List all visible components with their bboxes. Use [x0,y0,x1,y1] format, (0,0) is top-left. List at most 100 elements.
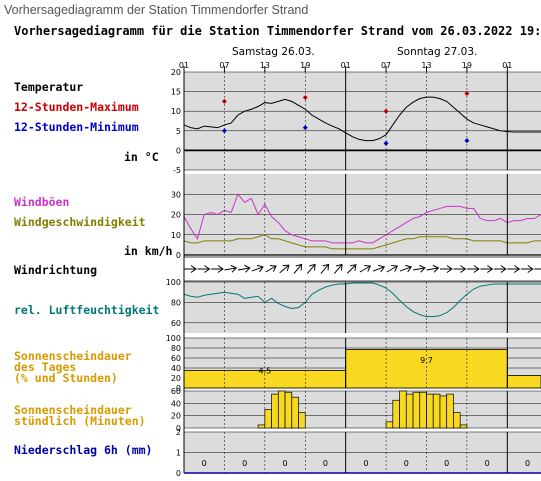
sunshine-daily-tick-label: 80 [171,344,181,353]
wind-arrow-head [256,264,264,273]
hour-tick-label: 01 [179,61,189,70]
wind-arrow-head [419,264,426,273]
label-wind-direction: Windrichtung [14,263,98,277]
wind-arrow-head [378,264,386,273]
wind-arrow-shaft [237,267,249,271]
sunshine-hourly-bar [298,412,306,429]
wind-arrow-head [322,263,330,271]
sunshine-daily-tick-label: 0 [176,384,181,393]
sunshine-hourly-bar [264,409,272,429]
temperature-tick-label: 10 [171,107,181,116]
sunshine-daily-bar [506,375,541,389]
sunshine-hourly-bar [432,393,441,429]
wind-arrow-head [473,265,480,273]
wind-arrow-head [446,265,453,273]
wind-direction-arrow [359,264,372,273]
wind-arrow-head [364,264,372,272]
wind-arrow-head [527,265,534,273]
wind-direction-arrow [237,264,251,273]
wind-arrow-head [349,264,357,271]
wind-arrow-shaft [386,266,397,273]
wind-direction-arrow [347,264,357,274]
day-label-sunday: Sonntag 27.03. [397,46,478,58]
precipitation-value-label: 0 [282,459,287,468]
wind-direction-arrow [480,265,494,273]
wind-direction-arrow [307,263,316,274]
sunshine-hourly-bar [385,421,394,429]
wind-arrow-shaft [372,266,384,272]
sunshine-daily-tick-label: 60 [171,354,181,363]
wind-arrow-shaft [413,267,425,271]
precipitation-value-label: 0 [202,459,207,468]
wind-arrow-head [295,263,303,271]
min-temperature-marker [221,128,227,134]
sunshine-hourly-tick-label: 0 [176,424,181,433]
sunshine-hourly-bar [277,390,286,429]
hour-tick-label: 01 [502,61,512,70]
wind-direction-arrow [279,264,290,274]
wind-direction-arrow [413,264,426,273]
min-temperature-marker [302,125,308,131]
wind-direction-arrow [293,263,303,274]
sunshine-hourly-bar [426,393,434,429]
humidity-tick-label: 80 [171,298,181,307]
wind-direction-arrow [184,265,197,273]
wind-arrow-shaft [293,264,302,274]
temperature-tick-label: 5 [176,127,181,136]
wind-arrow-head [336,263,343,271]
precipitation-value-label: 0 [242,459,247,468]
precipitation-value-label: 0 [485,459,490,468]
sunshine-hourly-bar [399,390,407,429]
sunshine-hourly-bar [291,396,299,429]
wind-arrow-head [190,265,197,273]
temperature-tick-label: 20 [171,68,181,77]
sunshine-hourly-bar [392,399,400,429]
wind-direction-arrow [399,264,413,273]
sunshine-hourly-tick-label: 20 [171,412,181,421]
sunshine-hourly-bar [284,391,293,429]
page-caption: Vorhersagediagramm der Station Timmendor… [4,3,309,17]
wind-arrow-shaft [333,264,342,274]
sunshine-daily-value-label: 9.7 [420,356,433,365]
wind-direction-arrow [453,265,467,273]
wind-direction-arrow [197,265,211,273]
sunshine-hourly-bar [419,391,427,429]
wind-arrow-shaft [251,266,263,272]
max-temperature-marker [383,108,389,114]
wind-arrow-head [309,263,316,271]
precipitation-tick-label: 1 [176,449,181,458]
wind-direction-arrow [251,264,264,273]
wind-direction-arrow [210,265,224,273]
wind-arrow-shaft [307,264,315,274]
wind-arrow-head [282,264,290,272]
label-humidity: rel. Luftfeuchtigkeit [14,303,160,317]
wind-arrow-head [432,264,440,273]
wind-direction-arrow [466,265,480,273]
wind-arrow-head [391,264,399,272]
sunshine-hourly-bar [459,424,468,429]
sunshine-hourly-bar [271,393,279,429]
wind-direction-arrow [439,265,453,273]
sunshine-daily-tick-label: 100 [166,334,181,343]
panel-background-humidity [184,282,541,333]
wind-arrow-head [230,264,238,273]
precipitation-value-label: 0 [444,459,449,468]
panel-background-sunshine_hourly [184,391,541,428]
hour-tick-label: 13 [260,61,270,70]
temperature-tick-label: 0 [176,146,181,155]
wind-direction-arrow [372,264,386,273]
sunshine-hourly-bar [257,424,266,429]
wind-arrow-shaft [279,265,289,274]
wind-direction-arrow [386,264,399,273]
label-sunshine-hourly-1: Sonnenscheindauer [14,403,132,417]
precipitation-value-label: 0 [525,459,530,468]
wind-arrow-head [204,265,211,273]
label-wind-unit: in km/h [124,244,173,258]
label-temperature-unit: in °C [124,150,159,164]
hour-tick-label: 07 [219,61,229,70]
min-temperature-marker [383,140,389,146]
wind-arrow-head [460,265,467,273]
precipitation-value-label: 0 [404,459,409,468]
chart-title: Vorhersagediagramm für die Station Timme… [14,24,541,38]
